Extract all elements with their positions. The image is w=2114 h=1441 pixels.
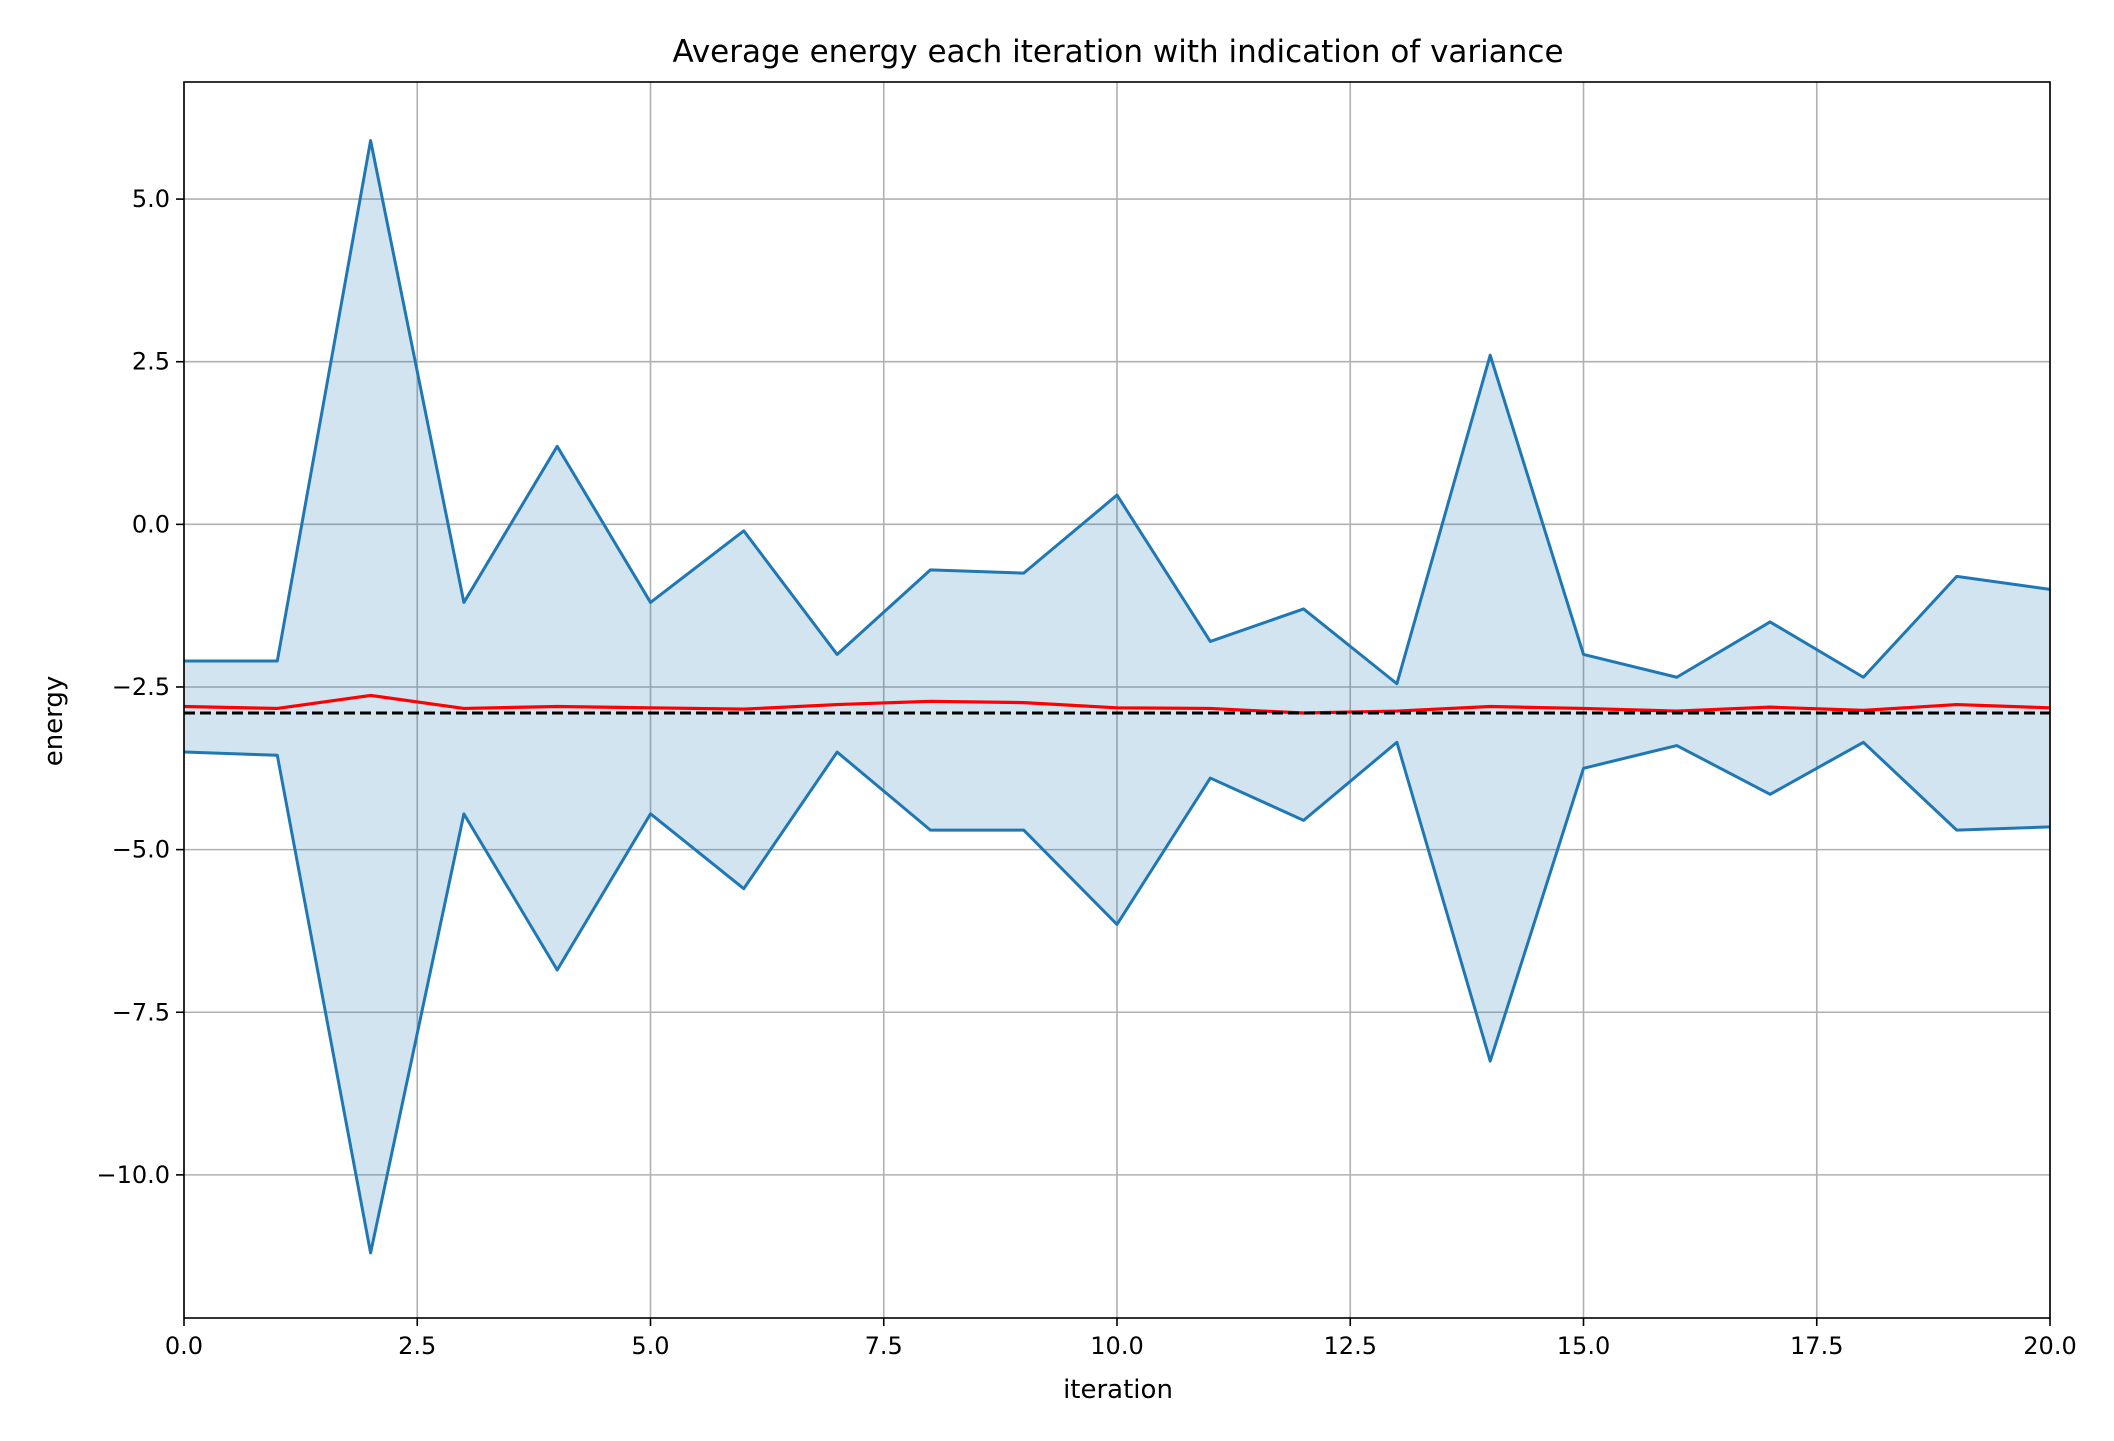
upper-series-line — [184, 139, 2051, 686]
y-tick-label: −10.0 — [96, 1161, 170, 1189]
variance-band — [184, 140, 2050, 1253]
x-axis-ticks: 0.0 2.5 5.0 7.5 10.0 12.5 15.0 17.5 20.0 — [165, 1318, 2077, 1360]
y-axis-ticks: 5.0 2.5 0.0 −2.5 −5.0 −7.5 −10.0 — [96, 185, 184, 1189]
x-tick-label: 12.5 — [1324, 1332, 1377, 1360]
x-tick-label: 17.5 — [1790, 1332, 1843, 1360]
x-tick-label: 7.5 — [865, 1332, 903, 1360]
lower-series-line — [183, 740, 2051, 1255]
y-tick-label: −7.5 — [112, 998, 170, 1026]
chart-title: Average energy each iteration with indic… — [672, 34, 1563, 70]
y-axis-label: energy — [39, 676, 69, 767]
x-tick-label: 20.0 — [2023, 1332, 2076, 1360]
y-tick-label: 5.0 — [132, 185, 170, 213]
x-tick-label: 0.0 — [165, 1332, 203, 1360]
x-tick-label: 15.0 — [1557, 1332, 1610, 1360]
y-tick-label: −5.0 — [112, 836, 170, 864]
x-tick-label: 2.5 — [398, 1332, 436, 1360]
x-tick-label: 10.0 — [1090, 1332, 1143, 1360]
y-tick-label: 0.0 — [132, 510, 170, 538]
y-tick-label: −2.5 — [112, 673, 170, 701]
mean-series-line — [183, 693, 2051, 715]
x-axis-label: iteration — [1063, 1375, 1173, 1405]
x-tick-label: 5.0 — [631, 1332, 669, 1360]
variance-fill — [184, 140, 2050, 1253]
series-lines — [183, 139, 2051, 1255]
y-tick-label: 2.5 — [132, 348, 170, 376]
